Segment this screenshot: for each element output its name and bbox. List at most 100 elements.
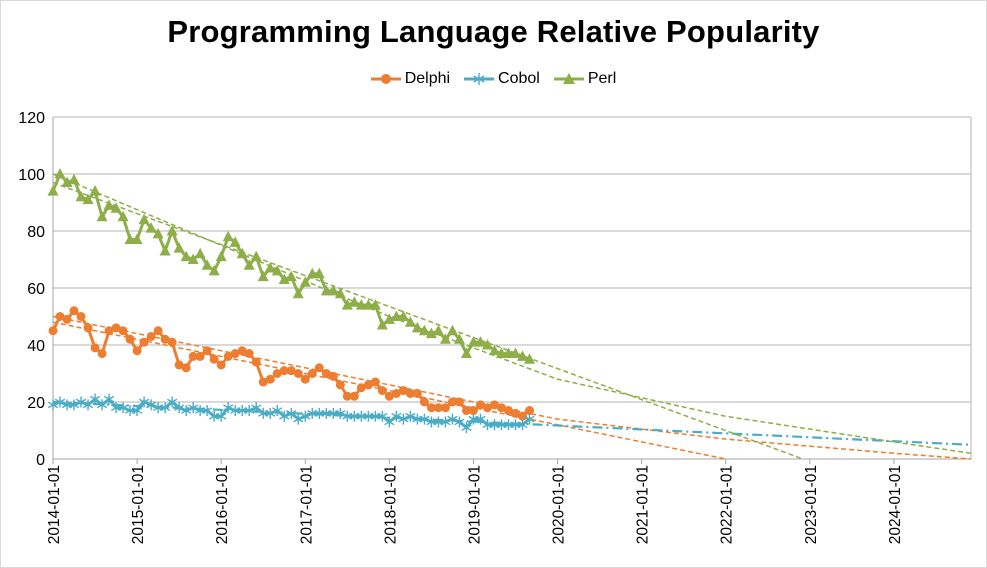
chart-title: Programming Language Relative Popularity [167,14,820,49]
data-point-perl [124,233,136,245]
data-point-delphi [447,397,457,407]
data-point-perl [418,324,430,336]
data-point-delphi [146,331,156,341]
x-tick-label: 2018-01-01 [382,465,399,544]
data-point-delphi [468,406,478,416]
trendline-cobol [52,400,972,446]
data-point-delphi [419,397,429,407]
data-point-cobol [96,399,108,411]
data-point-perl [82,193,94,205]
data-point-perl [257,270,269,282]
data-point-perl [404,316,416,327]
data-point-cobol [82,399,94,411]
data-point-delphi [62,314,72,324]
x-tick-label: 2022-01-01 [719,465,736,544]
legend-swatch-cobol [464,73,495,85]
y-tick-label: 40 [27,338,45,355]
y-tick-label: 60 [27,281,45,298]
data-point-cobol [419,413,430,425]
data-point-cobol [279,410,290,422]
data-point-perl [47,185,59,196]
x-tick-label: 2015-01-01 [130,465,147,544]
data-point-perl [299,276,311,287]
data-point-cobol [244,405,255,417]
data-point-delphi [118,326,128,336]
data-point-perl [383,313,395,324]
data-point-cobol [398,413,409,425]
data-point-cobol [517,419,528,431]
data-point-perl [502,347,514,359]
data-point-delphi [454,397,464,407]
data-point-perl [89,185,101,196]
data-point-perl [250,250,262,262]
data-point-cobol [68,399,80,411]
legend-item-cobol: Cobol [464,70,540,88]
data-point-cobol [272,405,283,417]
data-point-perl [180,250,192,262]
data-point-perl [446,324,458,336]
data-point-perl [334,287,346,299]
trendline-delphi [52,321,726,460]
data-point-perl [285,270,297,282]
data-point-delphi [230,349,240,359]
data-point-cobol [103,393,115,405]
data-point-delphi [370,377,380,387]
data-point-cobol [384,416,395,428]
data-point-perl [320,284,332,296]
data-point-cobol [202,405,213,417]
data-point-perl [292,287,304,299]
data-point-delphi [377,386,387,396]
data-point-perl [397,310,409,321]
data-point-delphi [391,388,401,398]
legend-swatch-delphi [370,74,401,84]
data-point-cobol [405,410,416,422]
data-point-perl [208,264,220,276]
x-tick-label: 2023-01-01 [803,465,820,544]
data-point-delphi [518,411,528,421]
data-point-delphi [300,374,310,384]
data-point-cobol [117,402,129,414]
data-point-perl [96,210,108,222]
data-point-delphi [440,403,450,413]
data-point-perl [194,247,206,259]
data-point-cobol [89,393,101,405]
legend-label-cobol: Cobol [498,70,540,87]
data-point-delphi [209,354,219,364]
data-point-perl [159,244,171,256]
data-point-delphi [132,346,142,356]
data-point-cobol [461,422,472,434]
data-point-delphi [525,406,535,416]
data-point-delphi [482,403,492,413]
y-tick-label: 100 [18,167,45,184]
data-point-perl [369,299,381,310]
x-tick-label: 2021-01-01 [635,465,652,544]
data-point-perl [411,321,423,333]
x-tick-label: 2016-01-01 [214,465,231,544]
data-point-perl [341,299,353,310]
data-point-delphi [258,377,268,387]
data-point-cobol [454,416,465,428]
data-point-delphi [412,388,422,398]
data-point-perl [215,250,227,262]
data-point-delphi [342,391,352,401]
x-tick-label: 2024-01-01 [887,465,904,544]
x-tick-label: 2017-01-01 [298,465,315,544]
data-point-delphi [307,369,317,378]
data-point-cobol [138,396,150,408]
data-point-perl [355,299,367,310]
data-point-delphi [223,351,233,361]
data-point-delphi [293,369,303,378]
data-point-cobol [174,402,185,414]
data-point-delphi [426,403,436,413]
data-point-perl [488,344,500,356]
data-point-delphi [76,312,86,321]
data-point-delphi [363,380,373,390]
data-point-delphi [475,400,485,410]
data-point-delphi [69,306,79,316]
data-point-cobol [145,399,157,411]
data-point-delphi [216,360,226,370]
x-tick-label: 2019-01-01 [466,465,483,544]
data-point-cobol [47,399,59,411]
data-point-delphi [433,403,443,413]
data-point-delphi [188,351,198,361]
